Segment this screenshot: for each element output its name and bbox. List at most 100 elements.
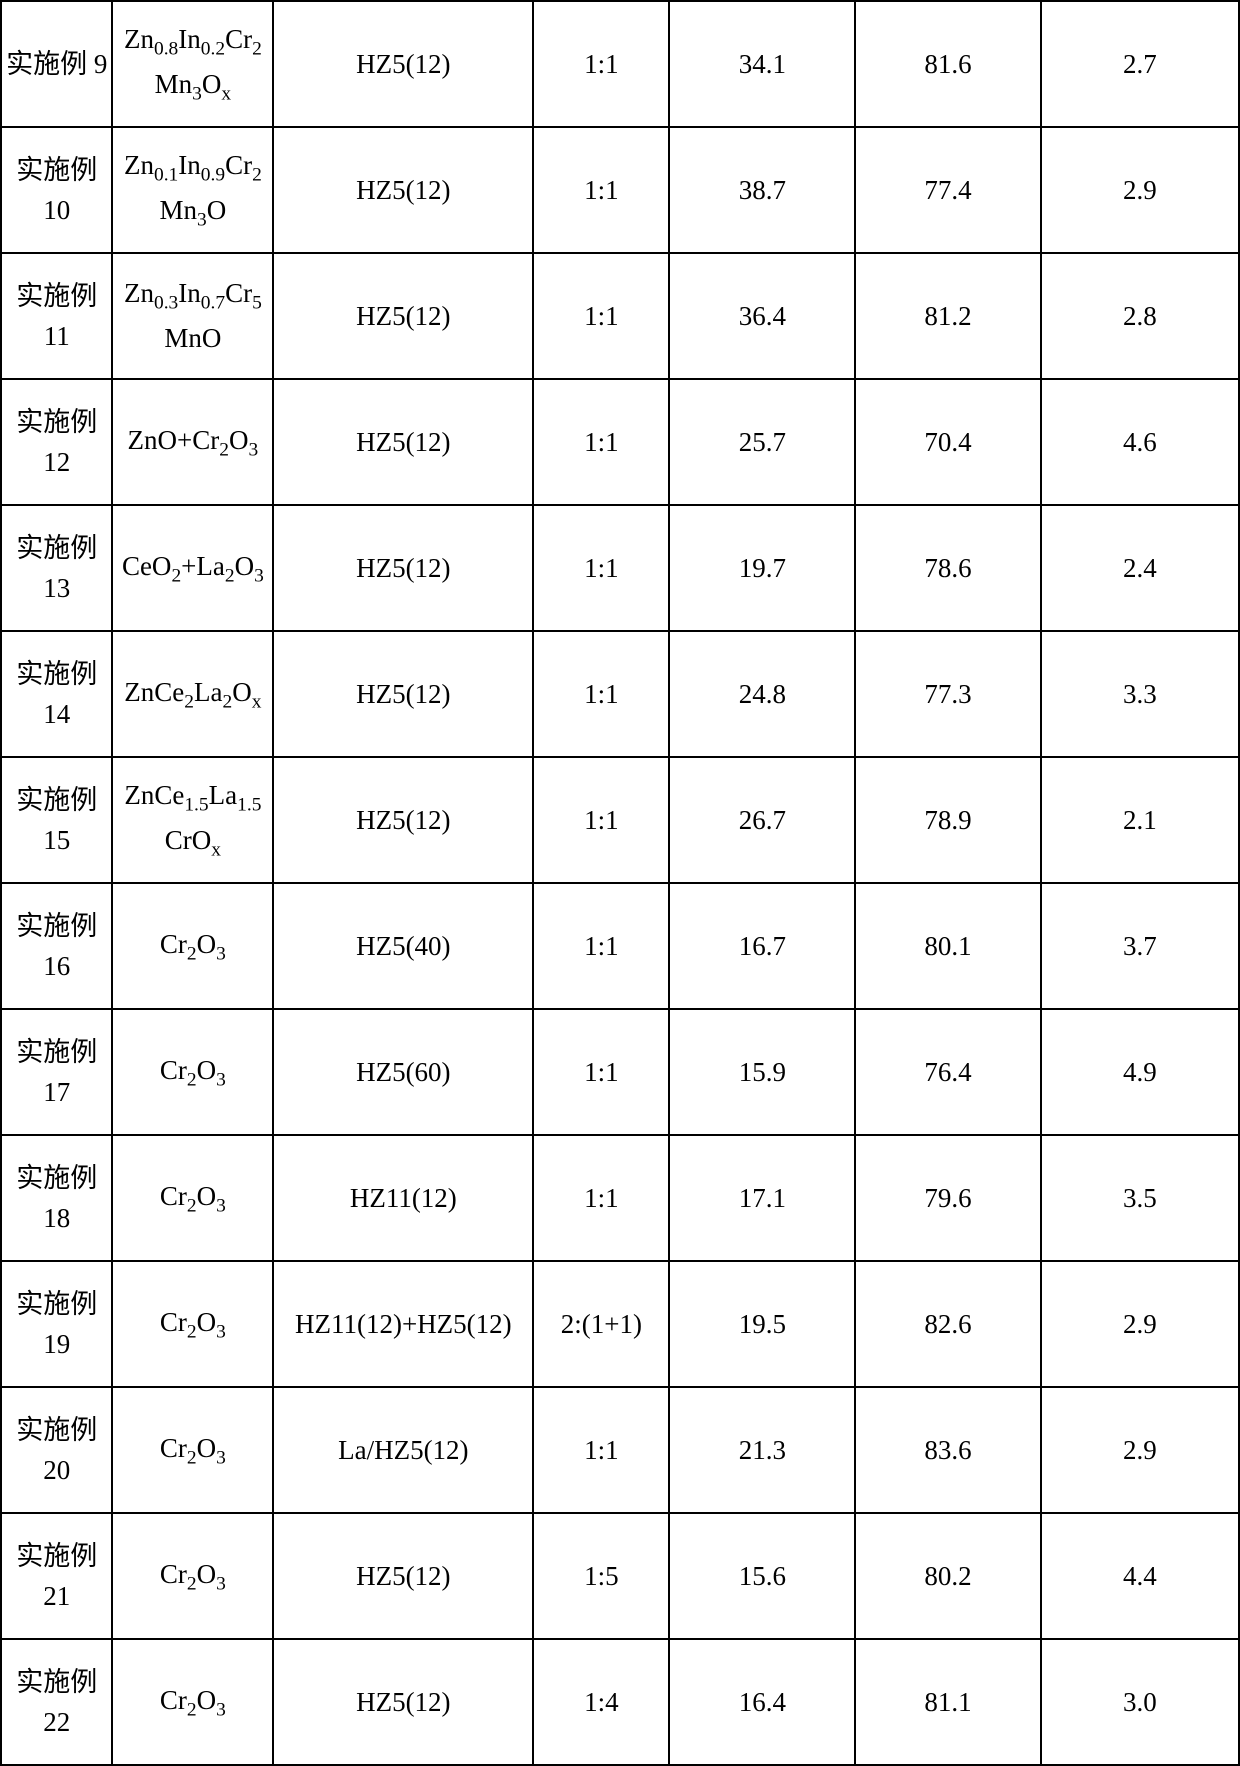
table-row: 实施例11Zn0.3In0.7Cr5MnOHZ5(12)1:136.481.22… [1,253,1239,379]
value5-cell: 80.2 [855,1513,1041,1639]
value6-cell: 3.7 [1041,883,1239,1009]
oxide-cell: Cr2O3 [112,1639,273,1765]
zeolite-cell: HZ11(12)+HZ5(12) [273,1261,533,1387]
oxide-cell: ZnCe2La2Ox [112,631,273,757]
value5-cell: 79.6 [855,1135,1041,1261]
table-row: 实施例17Cr2O3HZ5(60)1:115.976.44.9 [1,1009,1239,1135]
oxide-cell: ZnO+Cr2O3 [112,379,273,505]
oxide-cell: Cr2O3 [112,1009,273,1135]
catalyst-results-table: 实施例 9Zn0.8In0.2Cr2Mn3OxHZ5(12)1:134.181.… [0,0,1240,1766]
value6-cell: 2.9 [1041,127,1239,253]
example-label-cell: 实施例10 [1,127,112,253]
ratio-cell: 1:1 [533,379,669,505]
table-row: 实施例21Cr2O3HZ5(12)1:515.680.24.4 [1,1513,1239,1639]
table-row: 实施例20Cr2O3La/HZ5(12)1:121.383.62.9 [1,1387,1239,1513]
example-label-cell: 实施例18 [1,1135,112,1261]
example-label-cell: 实施例15 [1,757,112,883]
value6-cell: 4.9 [1041,1009,1239,1135]
value5-cell: 81.1 [855,1639,1041,1765]
value6-cell: 2.1 [1041,757,1239,883]
value4-cell: 19.5 [669,1261,855,1387]
oxide-cell: Zn0.1In0.9Cr2Mn3O [112,127,273,253]
value5-cell: 76.4 [855,1009,1041,1135]
value5-cell: 82.6 [855,1261,1041,1387]
ratio-cell: 1:1 [533,1387,669,1513]
ratio-cell: 1:1 [533,1135,669,1261]
zeolite-cell: HZ5(12) [273,631,533,757]
table-row: 实施例14ZnCe2La2OxHZ5(12)1:124.877.33.3 [1,631,1239,757]
example-label-cell: 实施例16 [1,883,112,1009]
value4-cell: 36.4 [669,253,855,379]
oxide-cell: Cr2O3 [112,883,273,1009]
value6-cell: 3.3 [1041,631,1239,757]
table-row: 实施例12ZnO+Cr2O3HZ5(12)1:125.770.44.6 [1,379,1239,505]
value6-cell: 2.8 [1041,253,1239,379]
example-label-cell: 实施例11 [1,253,112,379]
oxide-cell: Cr2O3 [112,1513,273,1639]
oxide-cell: CeO2+La2O3 [112,505,273,631]
example-label-cell: 实施例12 [1,379,112,505]
example-label-cell: 实施例14 [1,631,112,757]
value6-cell: 2.9 [1041,1387,1239,1513]
value5-cell: 81.2 [855,253,1041,379]
zeolite-cell: HZ5(12) [273,127,533,253]
example-label-cell: 实施例20 [1,1387,112,1513]
oxide-cell: Zn0.3In0.7Cr5MnO [112,253,273,379]
table-row: 实施例15ZnCe1.5La1.5CrOxHZ5(12)1:126.778.92… [1,757,1239,883]
value5-cell: 78.6 [855,505,1041,631]
example-label-cell: 实施例22 [1,1639,112,1765]
zeolite-cell: HZ5(12) [273,379,533,505]
value4-cell: 17.1 [669,1135,855,1261]
value4-cell: 34.1 [669,1,855,127]
ratio-cell: 1:1 [533,1,669,127]
zeolite-cell: HZ5(12) [273,1639,533,1765]
value4-cell: 25.7 [669,379,855,505]
zeolite-cell: HZ5(12) [273,1513,533,1639]
table-row: 实施例18Cr2O3HZ11(12)1:117.179.63.5 [1,1135,1239,1261]
zeolite-cell: HZ5(12) [273,1,533,127]
zeolite-cell: HZ5(60) [273,1009,533,1135]
page: 实施例 9Zn0.8In0.2Cr2Mn3OxHZ5(12)1:134.181.… [0,0,1240,1766]
example-label-cell: 实施例 9 [1,1,112,127]
value6-cell: 4.4 [1041,1513,1239,1639]
value5-cell: 81.6 [855,1,1041,127]
value6-cell: 3.0 [1041,1639,1239,1765]
zeolite-cell: HZ5(12) [273,757,533,883]
value4-cell: 15.9 [669,1009,855,1135]
value4-cell: 15.6 [669,1513,855,1639]
example-label-cell: 实施例17 [1,1009,112,1135]
ratio-cell: 1:1 [533,631,669,757]
oxide-cell: Cr2O3 [112,1387,273,1513]
table-row: 实施例16Cr2O3HZ5(40)1:116.780.13.7 [1,883,1239,1009]
value5-cell: 77.4 [855,127,1041,253]
oxide-cell: Cr2O3 [112,1261,273,1387]
oxide-cell: Cr2O3 [112,1135,273,1261]
ratio-cell: 1:1 [533,505,669,631]
zeolite-cell: HZ5(12) [273,505,533,631]
ratio-cell: 1:1 [533,127,669,253]
example-label-cell: 实施例13 [1,505,112,631]
ratio-cell: 2:(1+1) [533,1261,669,1387]
value4-cell: 26.7 [669,757,855,883]
ratio-cell: 1:1 [533,253,669,379]
value6-cell: 2.4 [1041,505,1239,631]
value6-cell: 4.6 [1041,379,1239,505]
value4-cell: 19.7 [669,505,855,631]
value5-cell: 80.1 [855,883,1041,1009]
value6-cell: 3.5 [1041,1135,1239,1261]
oxide-cell: ZnCe1.5La1.5CrOx [112,757,273,883]
zeolite-cell: La/HZ5(12) [273,1387,533,1513]
table-row: 实施例22Cr2O3HZ5(12)1:416.481.13.0 [1,1639,1239,1765]
value5-cell: 70.4 [855,379,1041,505]
ratio-cell: 1:4 [533,1639,669,1765]
ratio-cell: 1:1 [533,757,669,883]
value6-cell: 2.9 [1041,1261,1239,1387]
value4-cell: 21.3 [669,1387,855,1513]
table-row: 实施例 9Zn0.8In0.2Cr2Mn3OxHZ5(12)1:134.181.… [1,1,1239,127]
ratio-cell: 1:5 [533,1513,669,1639]
oxide-cell: Zn0.8In0.2Cr2Mn3Ox [112,1,273,127]
ratio-cell: 1:1 [533,1009,669,1135]
value5-cell: 78.9 [855,757,1041,883]
table-row: 实施例10Zn0.1In0.9Cr2Mn3OHZ5(12)1:138.777.4… [1,127,1239,253]
ratio-cell: 1:1 [533,883,669,1009]
